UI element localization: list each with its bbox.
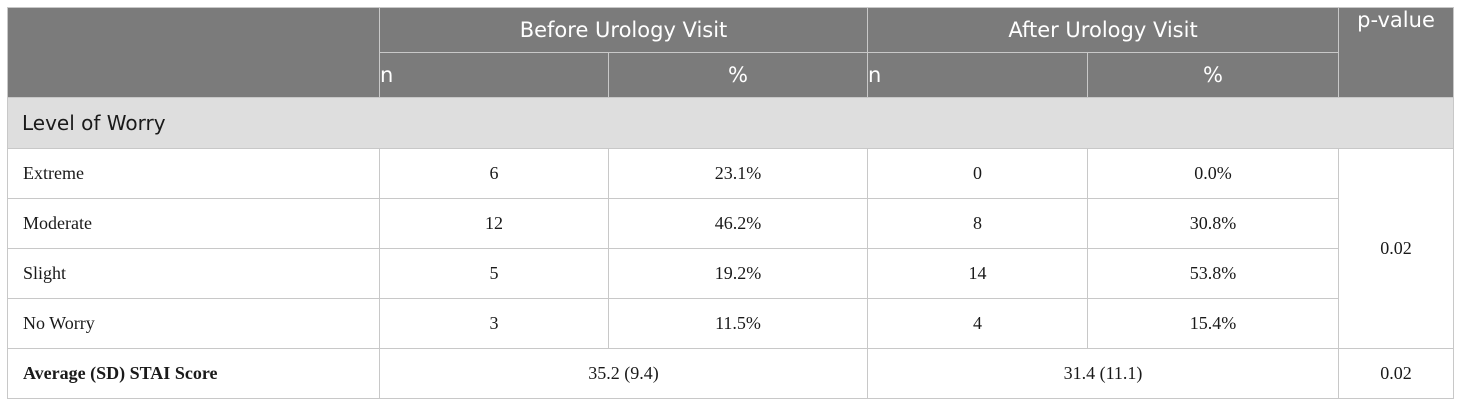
header-after-percent: %: [1086, 52, 1340, 98]
header-before-n: n: [379, 52, 609, 98]
after-percent-cell: 15.4%: [1086, 298, 1340, 349]
row-label: Moderate: [7, 198, 380, 249]
row-label: Extreme: [7, 148, 380, 199]
header-before-urology-visit: Before Urology Visit: [379, 7, 868, 53]
stai-label: Average (SD) STAI Score: [7, 348, 380, 399]
header-stub: [7, 7, 380, 98]
after-percent-cell: 30.8%: [1086, 198, 1340, 249]
after-n-cell: 8: [867, 198, 1088, 249]
header-p-value: p-value: [1338, 7, 1455, 98]
statistics-table: Before Urology Visit After Urology Visit…: [6, 7, 1455, 399]
row-label: Slight: [7, 248, 380, 299]
before-n-cell: 6: [379, 148, 609, 199]
section-row: Level of Worry: [6, 97, 1455, 149]
after-percent-cell: 0.0%: [1086, 148, 1340, 199]
worry-p-value-cell: 0.02: [1338, 148, 1455, 349]
before-n-cell: 5: [379, 248, 609, 299]
after-n-cell: 14: [867, 248, 1088, 299]
header-row-groups: Before Urology Visit After Urology Visit…: [7, 7, 1455, 98]
before-n-cell: 12: [379, 198, 609, 249]
after-n-cell: 0: [867, 148, 1088, 199]
table-row: Extreme 6 23.1% 0 0.0% 0.02: [7, 148, 1455, 349]
section-title: Level of Worry: [6, 97, 1455, 149]
before-percent-cell: 46.2%: [608, 198, 868, 249]
table-row: No Worry 3 11.5% 4 15.4%: [7, 298, 1454, 349]
after-percent-cell: 53.8%: [1086, 248, 1340, 299]
stai-after-value: 31.4 (11.1): [866, 348, 1340, 399]
header-row-subcolumns: n % n %: [8, 52, 1454, 98]
before-percent-cell: 19.2%: [608, 248, 868, 299]
before-n-cell: 3: [379, 298, 609, 349]
header-after-n: n: [867, 52, 1088, 98]
stai-before-value: 35.2 (9.4): [379, 348, 868, 399]
after-n-cell: 4: [867, 298, 1088, 349]
table-row: Slight 5 19.2% 14 53.8%: [7, 248, 1454, 299]
row-label: No Worry: [7, 298, 380, 349]
header-before-percent: %: [608, 52, 868, 98]
header-after-urology-visit: After Urology Visit: [866, 7, 1340, 53]
table-row: Moderate 12 46.2% 8 30.8%: [7, 198, 1454, 249]
stai-score-row: Average (SD) STAI Score 35.2 (9.4) 31.4 …: [7, 348, 1455, 399]
before-percent-cell: 23.1%: [608, 148, 868, 199]
stai-p-value: 0.02: [1338, 348, 1455, 399]
before-percent-cell: 11.5%: [608, 298, 868, 349]
